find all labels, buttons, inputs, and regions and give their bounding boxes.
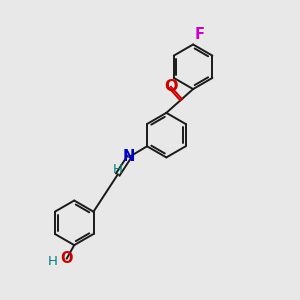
Text: O: O xyxy=(61,251,73,266)
Text: H: H xyxy=(112,164,122,176)
Text: H: H xyxy=(47,255,57,268)
Text: F: F xyxy=(195,27,205,42)
Text: O: O xyxy=(164,79,178,94)
Text: N: N xyxy=(123,149,135,164)
